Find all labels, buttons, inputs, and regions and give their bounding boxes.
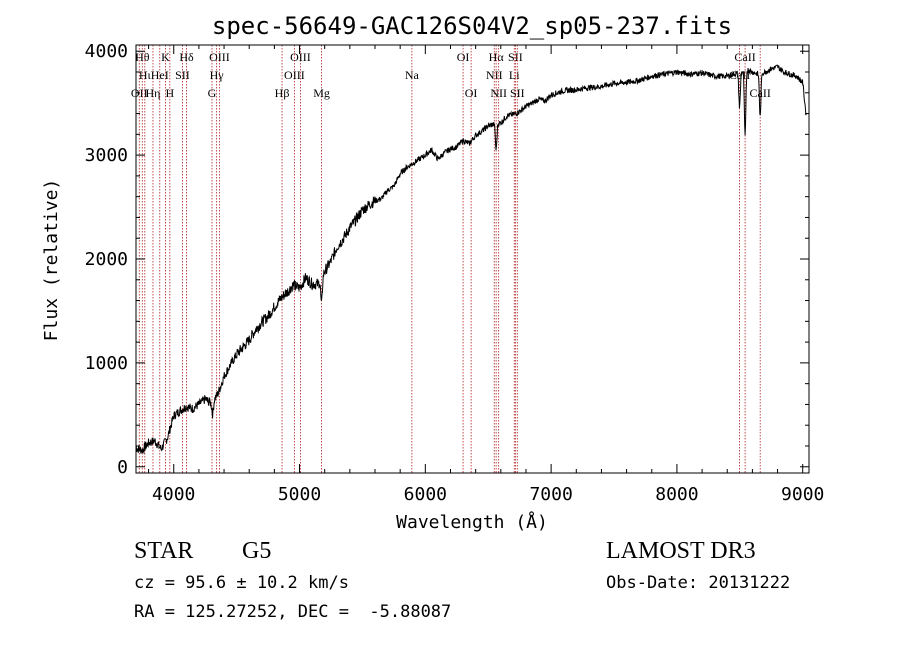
line-marker-label: Hθ [135, 50, 150, 64]
line-marker-label: OI [465, 86, 478, 100]
chart-title: spec-56649-GAC126S04V2_sp05-237.fits [212, 12, 732, 40]
line-marker-label: HeI [151, 68, 169, 82]
line-marker-label: Na [405, 68, 420, 82]
line-marker-label: Hβ [275, 86, 290, 100]
line-marker-label: G [208, 86, 217, 100]
x-tick-label: 4000 [152, 484, 195, 505]
x-tick-label: 8000 [655, 484, 698, 505]
line-marker-label: NII [490, 86, 507, 100]
y-tick-label: 4000 [85, 41, 128, 62]
x-tick-label: 7000 [529, 484, 572, 505]
line-markers: OIIHθHιHηHeIKHSIIHδGHγOIIIHβOIIIOIIIMgNa… [131, 45, 771, 473]
x-tick-label: 5000 [278, 484, 321, 505]
line-marker-label: Hδ [179, 50, 194, 64]
line-marker-label: Hα [489, 50, 505, 64]
object-class: STAR [134, 538, 194, 564]
x-tick-label: 6000 [404, 484, 447, 505]
line-marker-label: CaII [734, 50, 755, 64]
line-marker-label: SII [508, 50, 523, 64]
object-subclass: G5 [242, 538, 272, 564]
line-marker-label: OIII [290, 50, 311, 64]
y-tick-label: 1000 [85, 353, 128, 374]
coordinates: RA = 125.27252, DEC = -5.88087 [134, 602, 452, 622]
line-marker-label: Hγ [210, 68, 225, 82]
line-marker-label: OIII [284, 68, 305, 82]
line-marker-label: Hη [146, 86, 161, 100]
line-marker-label: H [166, 86, 175, 100]
line-marker-label: K [161, 50, 170, 64]
plot-frame [135, 44, 810, 474]
line-marker-label: NII [486, 68, 503, 82]
line-marker-label: CaII [750, 86, 771, 100]
y-tick-label: 3000 [85, 145, 128, 166]
line-marker-label: Li [509, 68, 520, 82]
y-tick-label: 0 [117, 457, 128, 478]
y-tick-label: 2000 [85, 249, 128, 270]
y-axis-label: Flux (relative) [41, 179, 62, 342]
redshift-velocity: cz = 95.6 ± 10.2 km/s [134, 573, 349, 593]
line-marker-label: OIII [209, 50, 230, 64]
axis-ticks: 4000 5000 6000 7000 8000 9000 0 1000 2000 3000 400… [85, 41, 825, 505]
observation-date: Obs-Date: 20131222 [606, 573, 791, 593]
line-marker-label: OI [457, 50, 470, 64]
flux-series-line [135, 64, 807, 455]
line-marker-label: SII [175, 68, 190, 82]
line-marker-label: Mg [313, 86, 330, 100]
line-marker-label: Hι [139, 68, 152, 82]
survey-name: LAMOST DR3 [606, 538, 756, 564]
line-marker-label: SII [510, 86, 525, 100]
x-tick-label: 9000 [781, 484, 824, 505]
x-axis-label: Wavelength (Å) [396, 511, 548, 533]
